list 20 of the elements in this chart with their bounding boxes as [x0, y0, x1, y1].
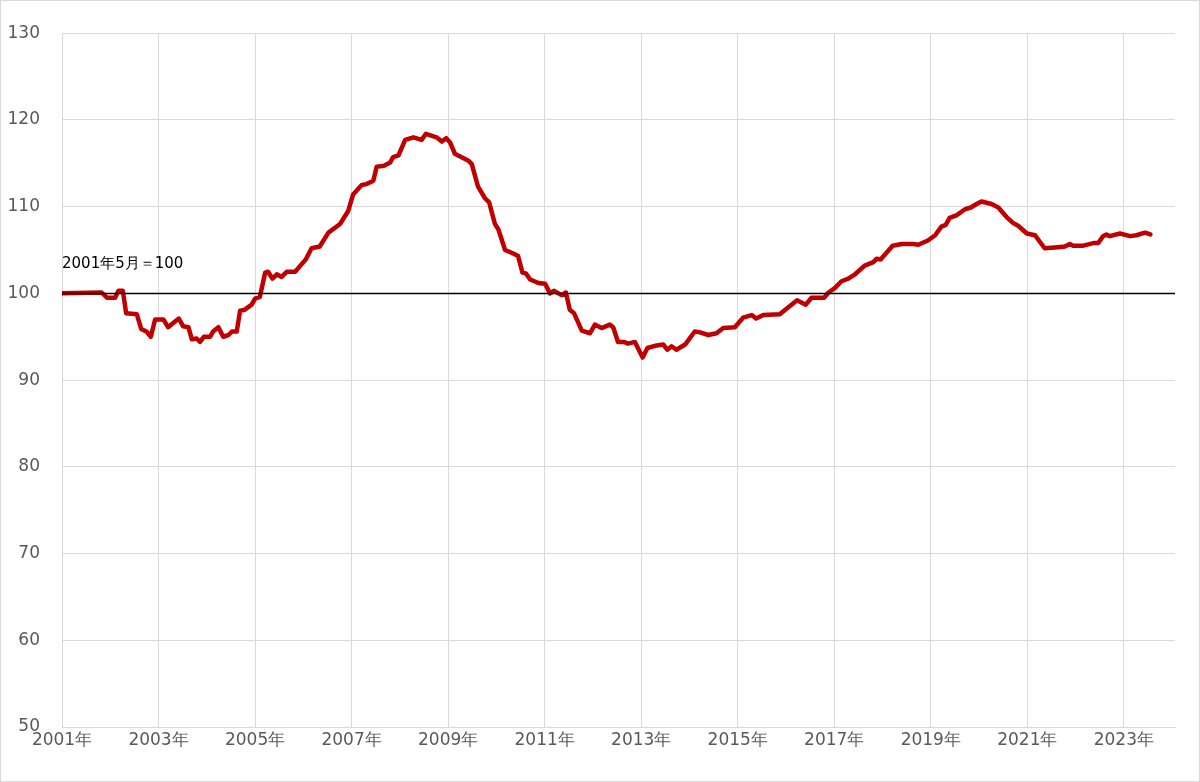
- x-tick-label: 2011年: [514, 728, 575, 749]
- x-tick-label: 2005年: [224, 728, 286, 749]
- y-tick-label: 90: [18, 368, 40, 389]
- ref-line-label: 2001年5月＝100: [62, 253, 184, 272]
- x-tick-label: 2003年: [128, 728, 189, 749]
- y-tick-label: 60: [18, 628, 40, 649]
- y-tick-label: 120: [7, 108, 40, 129]
- x-tick-label: 2009年: [417, 728, 479, 749]
- x-tick-label: 2007年: [321, 728, 382, 749]
- x-tick-label: 2023年: [1093, 728, 1154, 749]
- y-tick-label: 130: [7, 21, 40, 42]
- x-tick-label: 2015年: [707, 728, 768, 749]
- x-tick-label: 2013年: [611, 728, 672, 749]
- x-tick-label: 2019年: [900, 728, 961, 749]
- x-tick-label: 2017年: [804, 728, 865, 749]
- x-tick-label: 2021年: [997, 728, 1058, 749]
- y-tick-label: 110: [7, 195, 40, 216]
- y-tick-label: 80: [18, 455, 40, 476]
- y-tick-label: 70: [18, 541, 40, 562]
- y-tick-label: 100: [7, 281, 40, 302]
